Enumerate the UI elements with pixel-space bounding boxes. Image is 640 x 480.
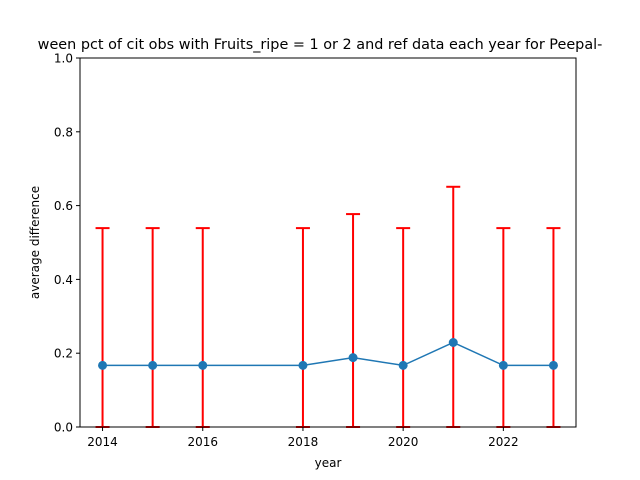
data-point bbox=[148, 360, 158, 370]
data-point bbox=[98, 360, 108, 370]
y-tick-label: 0.0 bbox=[54, 421, 73, 435]
series-group bbox=[98, 337, 558, 370]
data-point bbox=[548, 360, 558, 370]
y-axis-ticks: 0.0 0.2 0.4 0.6 0.8 1.0 bbox=[54, 52, 80, 435]
x-axis-ticks: 2014 2016 2018 2020 2022 bbox=[87, 427, 519, 449]
data-point bbox=[498, 360, 508, 370]
y-tick-label: 1.0 bbox=[54, 52, 73, 66]
x-axis-label: year bbox=[315, 456, 342, 470]
y-tick-label: 0.2 bbox=[54, 347, 73, 361]
data-point bbox=[448, 337, 458, 347]
x-tick-label: 2014 bbox=[87, 435, 118, 449]
x-tick-label: 2016 bbox=[187, 435, 218, 449]
y-tick-label: 0.8 bbox=[54, 125, 73, 139]
x-tick-label: 2018 bbox=[288, 435, 319, 449]
y-tick-label: 0.4 bbox=[54, 273, 73, 287]
data-point bbox=[348, 353, 358, 363]
series-line bbox=[102, 341, 554, 367]
x-tick-label: 2020 bbox=[388, 435, 419, 449]
errorbars bbox=[95, 185, 561, 428]
chart-title: ween pct of cit obs with Fruits_ripe = 1… bbox=[38, 37, 603, 53]
y-axis-label: average difference bbox=[28, 186, 42, 299]
data-point bbox=[198, 360, 208, 370]
y-tick-label: 0.6 bbox=[54, 199, 73, 213]
data-point bbox=[398, 360, 408, 370]
plot-frame bbox=[79, 57, 577, 428]
data-point bbox=[298, 360, 308, 370]
x-tick-label: 2022 bbox=[488, 435, 519, 449]
